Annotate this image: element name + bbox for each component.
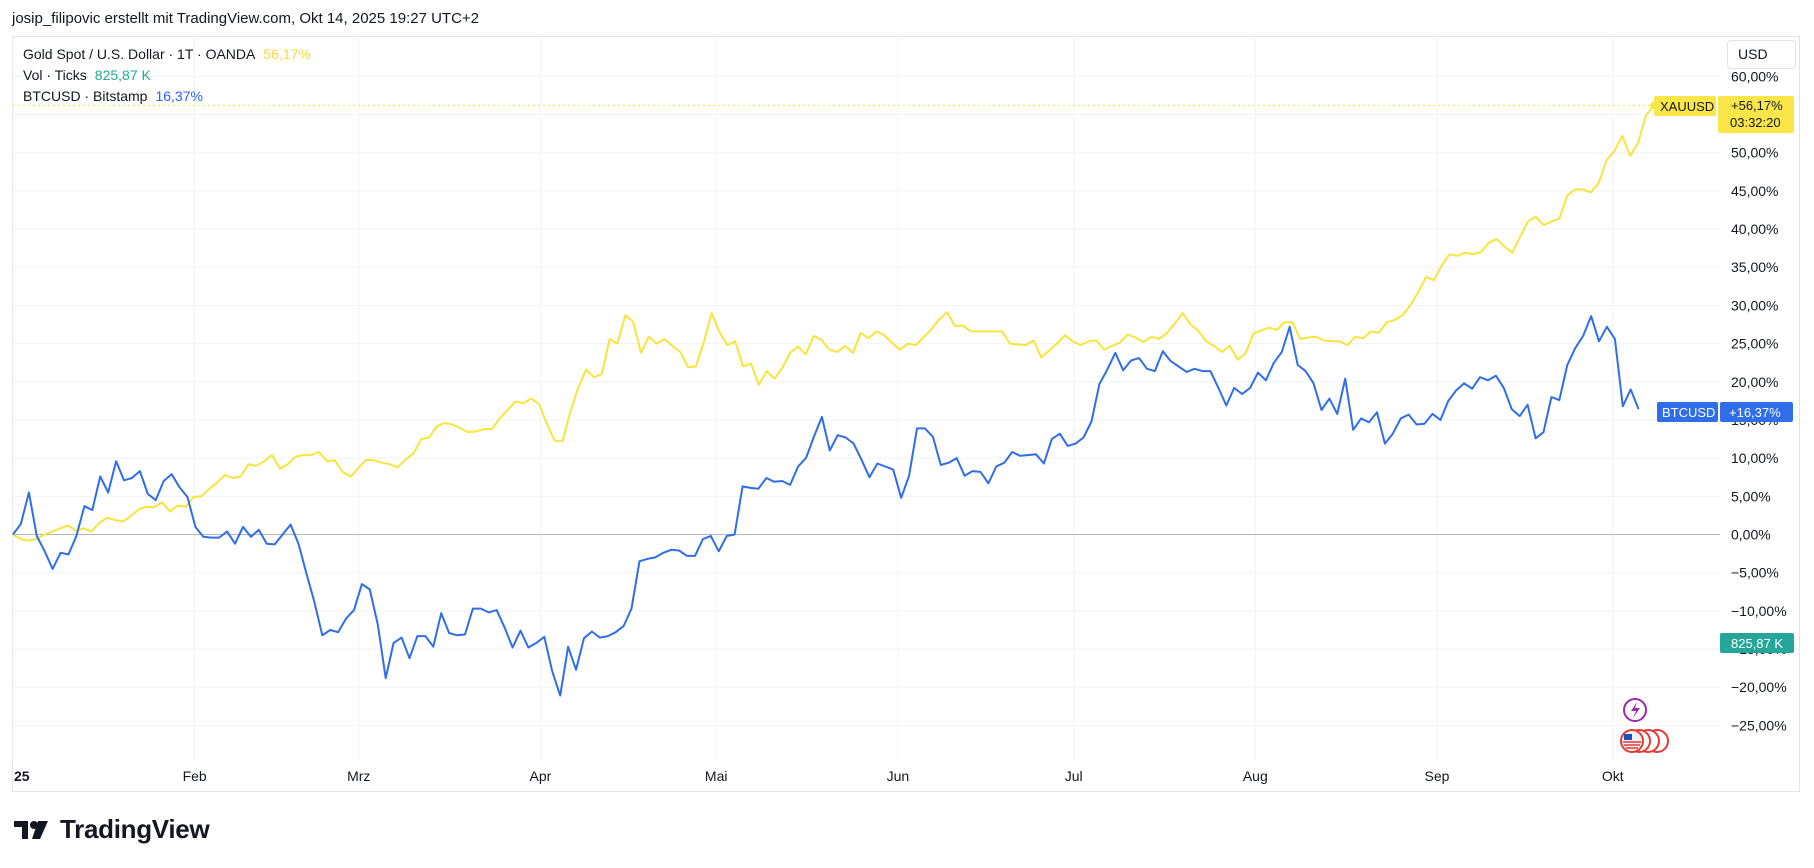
- y-tick-label: 20,00%: [1731, 374, 1778, 390]
- legend-gold-value: 56,17%: [263, 46, 311, 62]
- y-tick-label: 10,00%: [1731, 450, 1778, 466]
- y-tick-label: −25,00%: [1731, 717, 1787, 733]
- y-tick-label: 50,00%: [1731, 145, 1778, 161]
- btcusd-tag-value: +16,37%: [1729, 405, 1781, 420]
- x-tick-label: Apr: [530, 768, 552, 784]
- lightning-event-icon[interactable]: [1623, 698, 1647, 722]
- y-tick-label: −5,00%: [1731, 565, 1779, 581]
- y-tick-label: −10,00%: [1731, 603, 1787, 619]
- grid-lines: [12, 36, 1720, 761]
- y-tick-label: −20,00%: [1731, 679, 1787, 695]
- x-tick-label: Aug: [1243, 768, 1268, 784]
- y-tick-label: 30,00%: [1731, 297, 1778, 313]
- tradingview-logo-icon: [14, 820, 48, 839]
- x-tick-label: 25: [14, 768, 30, 784]
- y-tick-label: 5,00%: [1731, 488, 1771, 504]
- x-tick-label: Jul: [1065, 768, 1083, 784]
- y-tick-label: 35,00%: [1731, 259, 1778, 275]
- series-line-btcusd[interactable]: [12, 315, 1640, 697]
- legend-btc-label: BTCUSD · Bitstamp: [23, 88, 148, 104]
- legend-volume[interactable]: Vol · Ticks 825,87 K: [23, 67, 151, 83]
- footer-logo[interactable]: TradingView: [14, 814, 210, 845]
- y-tick-label: 60,00%: [1731, 68, 1778, 84]
- legend-gold[interactable]: Gold Spot / U.S. Dollar · 1T · OANDA 56,1…: [23, 46, 311, 62]
- series-line-xauusd[interactable]: [12, 104, 1655, 542]
- volume-price-tag: 825,87 K: [1720, 633, 1794, 653]
- legend-volume-value: 825,87 K: [94, 67, 151, 83]
- btcusd-price-tag: BTCUSD +16,37%: [1657, 402, 1793, 422]
- y-tick-label: 40,00%: [1731, 221, 1778, 237]
- y-tick-label: 25,00%: [1731, 336, 1778, 352]
- y-tick-label: 45,00%: [1731, 183, 1778, 199]
- x-tick-label: Jun: [887, 768, 910, 784]
- legend-gold-label: Gold Spot / U.S. Dollar · 1T · OANDA: [23, 46, 256, 62]
- xauusd-price-tag: XAUUSD +56,17% 03:32:20: [1654, 96, 1794, 133]
- header-caption: josip_filipovic erstellt mit TradingView…: [12, 10, 480, 27]
- x-tick-label: Mai: [705, 768, 728, 784]
- y-tick-label: 0,00%: [1731, 527, 1771, 543]
- xauusd-tag-symbol: XAUUSD: [1660, 99, 1714, 114]
- btcusd-tag-symbol: BTCUSD: [1662, 405, 1715, 420]
- footer-brand: TradingView: [60, 814, 210, 844]
- x-tick-label: Sep: [1425, 768, 1450, 784]
- xauusd-tag-countdown: 03:32:20: [1730, 115, 1781, 130]
- x-axis[interactable]: 25 Feb Mrz Apr Mai Jun Jul Aug Sep Okt: [14, 768, 1624, 784]
- x-tick-label: Feb: [183, 768, 207, 784]
- x-tick-label: Mrz: [347, 768, 370, 784]
- legend-volume-label: Vol · Ticks: [23, 67, 87, 83]
- us-flag-event-icon[interactable]: [1620, 729, 1669, 753]
- xauusd-tag-value: +56,17%: [1731, 98, 1783, 113]
- currency-button[interactable]: USD: [1727, 40, 1796, 69]
- x-tick-label: Okt: [1602, 768, 1624, 784]
- legend-btc[interactable]: BTCUSD · Bitstamp 16,37%: [23, 88, 203, 104]
- volume-tag-value: 825,87 K: [1731, 636, 1783, 651]
- legend-btc-value: 16,37%: [155, 88, 203, 104]
